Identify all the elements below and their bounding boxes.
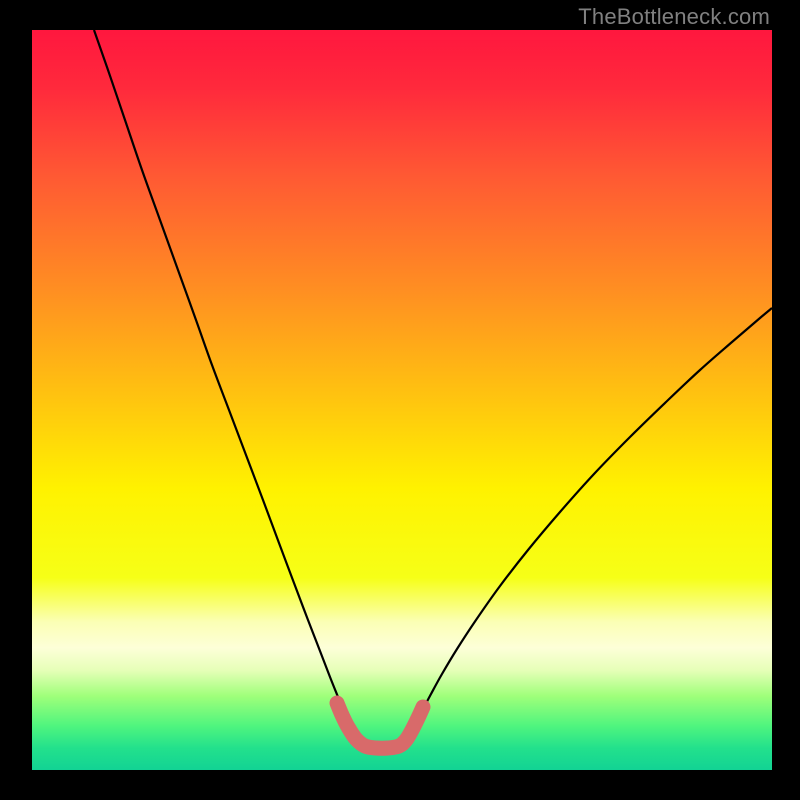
- curves-layer: [32, 30, 772, 770]
- plot-area: [32, 30, 772, 770]
- watermark-text: TheBottleneck.com: [578, 4, 770, 30]
- frame-right: [772, 0, 800, 800]
- curve-left: [94, 30, 352, 732]
- frame-left: [0, 0, 32, 800]
- curve-mouth: [337, 703, 423, 748]
- frame-bottom: [0, 770, 800, 800]
- curve-right: [412, 308, 772, 732]
